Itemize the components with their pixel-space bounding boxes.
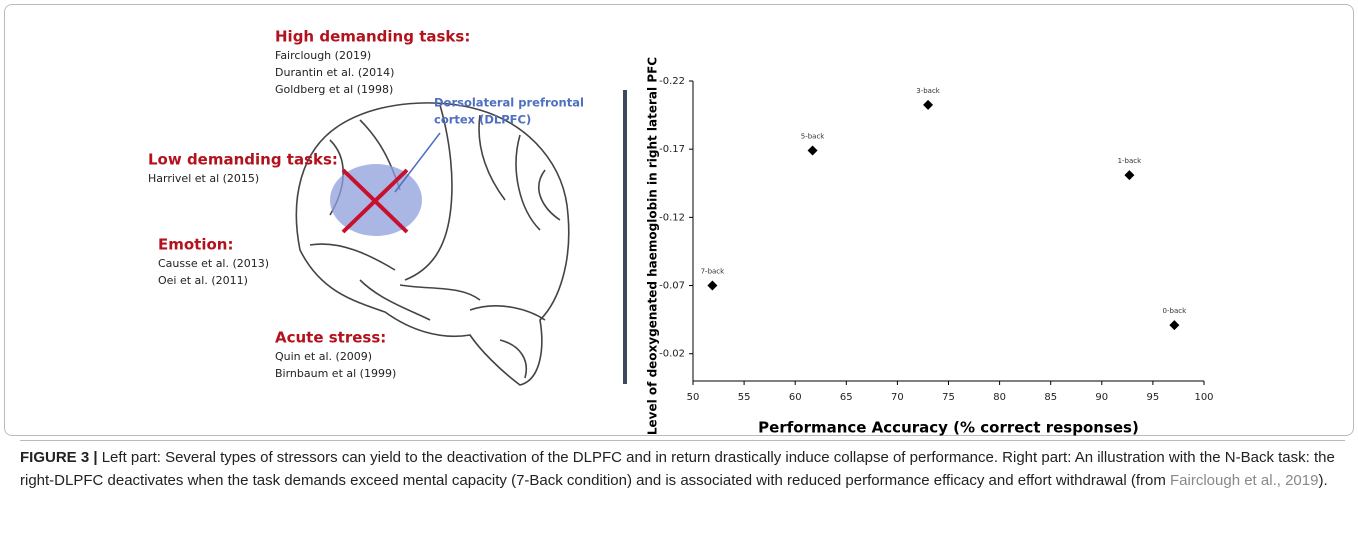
x-tick-label: 100 (1194, 392, 1213, 403)
x-tick-label: 50 (687, 392, 700, 403)
caption-label: FIGURE 3 | (20, 449, 98, 466)
point (1169, 320, 1180, 331)
reference: Fairclough (2019) (275, 49, 371, 62)
x-axis-label: Performance Accuracy (% correct response… (758, 419, 1139, 437)
group-title: Low demanding tasks: (148, 151, 338, 169)
x-tick-label: 80 (993, 392, 1006, 403)
point (707, 280, 718, 291)
x-tick-label: 90 (1095, 392, 1108, 403)
figure-frame (4, 4, 1354, 436)
y-tick-label: -0.22 (659, 76, 685, 87)
point-label: 5-back (801, 133, 826, 141)
figure: High demanding tasks: Fairclough (2019) Du… (148, 28, 1214, 437)
y-tick-label: -0.12 (659, 212, 685, 223)
caption-text: Left part: Several types of stressors ca… (20, 449, 1335, 489)
dlpfc-label: Dorsolateral prefrontal (434, 96, 584, 110)
caption: FIGURE 3 | Left part: Several types of s… (20, 440, 1345, 492)
y-tick-label: -0.02 (659, 349, 685, 360)
point-label: 1-back (1118, 157, 1143, 165)
reference: Birnbaum et al (1999) (275, 367, 396, 380)
point (807, 145, 818, 156)
point (1124, 170, 1135, 181)
caption-end: ). (1318, 471, 1328, 489)
y-tick-label: -0.17 (659, 144, 685, 155)
x-tick-label: 60 (789, 392, 802, 403)
x-tick-label: 85 (1044, 392, 1057, 403)
point-label: 3-back (916, 87, 941, 95)
y-tick-label: -0.07 (659, 281, 685, 292)
reference: Harrivel et al (2015) (148, 172, 259, 185)
x-tick-label: 75 (942, 392, 955, 403)
reference: Quin et al. (2009) (275, 350, 372, 363)
x-tick-label: 55 (738, 392, 751, 403)
point (923, 99, 934, 110)
y-axis-label: Level of deoxygenated haemoglobin in rig… (646, 57, 660, 435)
reference: Durantin et al. (2014) (275, 66, 394, 79)
reference: Goldberg et al (1998) (275, 83, 393, 96)
point-label: 7-back (701, 268, 726, 276)
red-cross (341, 168, 409, 234)
group-title: Acute stress: (275, 329, 386, 347)
reference: Causse et al. (2013) (158, 257, 269, 270)
group-title: Emotion: (158, 236, 233, 254)
caption-link[interactable]: Fairclough et al., 2019 (1170, 471, 1319, 489)
point-label: 0-back (1163, 307, 1188, 315)
reference: Oei et al. (2011) (158, 274, 248, 287)
dlpfc-label: cortex (DLPFC) (434, 113, 531, 127)
dlpfc-pointer (394, 132, 441, 193)
group-title: High demanding tasks: (275, 28, 470, 46)
x-tick-label: 70 (891, 392, 904, 403)
x-tick-label: 95 (1147, 392, 1160, 403)
x-tick-label: 65 (840, 392, 853, 403)
